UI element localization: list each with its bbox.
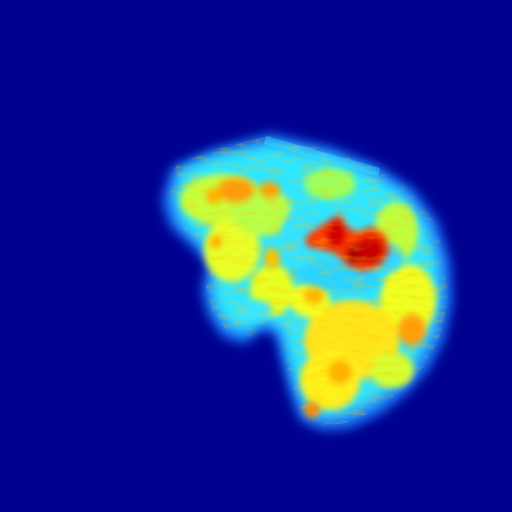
blob-top-cut bbox=[264, 136, 380, 176]
